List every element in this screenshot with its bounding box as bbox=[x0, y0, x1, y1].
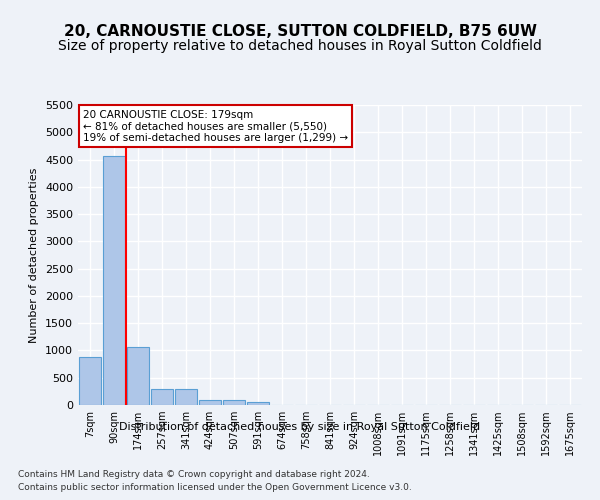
Text: 20, CARNOUSTIE CLOSE, SUTTON COLDFIELD, B75 6UW: 20, CARNOUSTIE CLOSE, SUTTON COLDFIELD, … bbox=[64, 24, 536, 39]
Bar bbox=[199, 400, 221, 405]
Bar bbox=[103, 156, 125, 405]
Text: Distribution of detached houses by size in Royal Sutton Coldfield: Distribution of detached houses by size … bbox=[119, 422, 481, 432]
Y-axis label: Number of detached properties: Number of detached properties bbox=[29, 168, 40, 342]
Bar bbox=[247, 402, 269, 405]
Bar bbox=[151, 389, 173, 405]
Text: Contains public sector information licensed under the Open Government Licence v3: Contains public sector information licen… bbox=[18, 484, 412, 492]
Text: Size of property relative to detached houses in Royal Sutton Coldfield: Size of property relative to detached ho… bbox=[58, 39, 542, 53]
Bar bbox=[175, 389, 197, 405]
Bar bbox=[127, 347, 149, 405]
Text: Contains HM Land Registry data © Crown copyright and database right 2024.: Contains HM Land Registry data © Crown c… bbox=[18, 470, 370, 479]
Text: 20 CARNOUSTIE CLOSE: 179sqm
← 81% of detached houses are smaller (5,550)
19% of : 20 CARNOUSTIE CLOSE: 179sqm ← 81% of det… bbox=[83, 110, 348, 142]
Bar bbox=[79, 357, 101, 405]
Bar bbox=[223, 400, 245, 405]
